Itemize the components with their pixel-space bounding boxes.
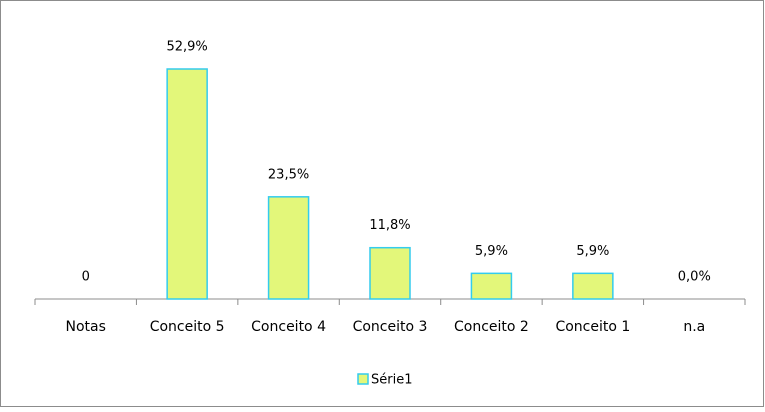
- bar: [267, 196, 310, 300]
- x-tick-label: Conceito 5: [150, 319, 225, 335]
- data-label: 5,9%: [576, 244, 609, 259]
- data-label: 11,8%: [369, 218, 410, 233]
- x-tick-label: n.a: [683, 319, 705, 335]
- data-label: 0: [82, 270, 90, 285]
- data-label: 5,9%: [475, 244, 508, 259]
- bar: [166, 68, 208, 300]
- bar: [572, 272, 614, 300]
- data-label: 23,5%: [268, 167, 309, 182]
- data-label: 0,0%: [678, 270, 711, 285]
- legend-swatch: [357, 373, 369, 385]
- x-tick-label: Conceito 1: [555, 319, 630, 335]
- bar: [470, 272, 513, 300]
- x-tick-label: Notas: [66, 319, 106, 335]
- x-tick-label: Conceito 4: [251, 319, 326, 335]
- data-label: 52,9%: [166, 40, 207, 55]
- x-tick-label: Conceito 3: [353, 319, 428, 335]
- legend-label: Série1: [371, 373, 412, 388]
- bar: [369, 246, 411, 300]
- x-tick-label: Conceito 2: [454, 319, 529, 335]
